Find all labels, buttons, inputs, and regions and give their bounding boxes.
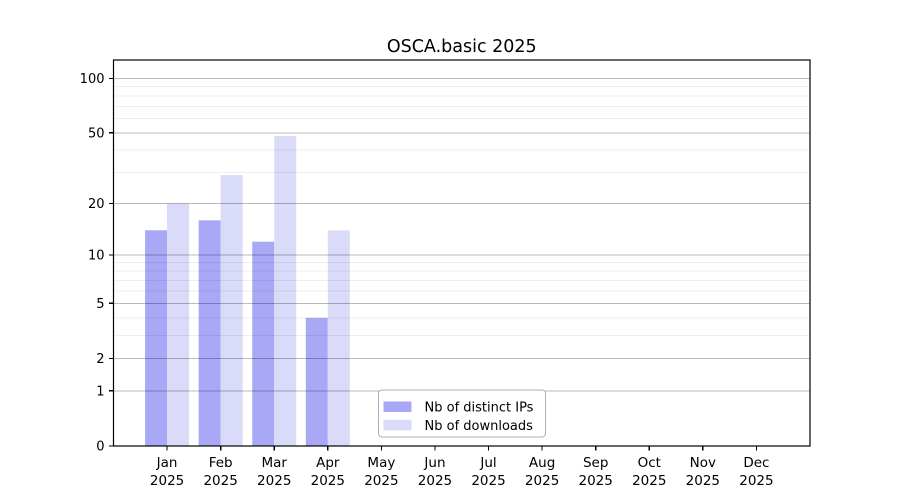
minor-grid-layer [113, 86, 810, 337]
bar-distinct-ips-mar [252, 241, 275, 446]
bar-downloads-jan [167, 203, 190, 446]
x-tick-label: Dec 2025 [739, 455, 773, 489]
x-tick-label: Jul 2025 [471, 455, 505, 489]
chart-title: OSCA.basic 2025 [387, 37, 537, 57]
legend-swatch-downloads [383, 419, 412, 431]
x-tick-label: Feb 2025 [203, 455, 237, 489]
x-tick-label: Nov 2025 [686, 455, 720, 489]
plot-frame [112, 59, 811, 447]
x-tick-label: May 2025 [364, 455, 398, 489]
x-tick-label: Aug 2025 [525, 455, 559, 489]
x-tick-label: Oct 2025 [632, 455, 666, 489]
y-tick-label: 1 [96, 384, 104, 399]
bar-distinct-ips-feb [198, 220, 221, 446]
bar-downloads-feb [220, 175, 243, 446]
tick-labels-layer: 0 1 2 5 10 20 50 100 Jan 2025 Feb 2025 Mar 2025 Apr 202… [80, 72, 774, 489]
x-tick-label: Mar 2025 [257, 455, 291, 489]
y-tick-label: 2 [96, 352, 104, 367]
bar-downloads-apr [327, 230, 350, 446]
legend-label-downloads: Nb of downloads [425, 419, 534, 434]
bar-distinct-ips-apr [305, 317, 328, 446]
ticks-layer [109, 77, 758, 451]
x-tick-label: Apr 2025 [311, 455, 345, 489]
y-tick-label: 5 [96, 297, 104, 312]
legend-swatch-distinct-ips [383, 401, 412, 412]
y-tick-label: 0 [96, 440, 104, 455]
x-tick-label: Jan 2025 [150, 455, 184, 489]
y-tick-label: 100 [80, 72, 105, 87]
y-tick-label: 10 [88, 249, 105, 264]
x-tick-label: Jun 2025 [418, 455, 452, 489]
legend-label-distinct-ips: Nb of distinct IPs [425, 401, 534, 416]
bar-distinct-ips-jan [145, 230, 168, 446]
major-grid-layer [113, 77, 810, 392]
legend: Nb of distinct IPs Nb of downloads [378, 389, 546, 438]
y-tick-label: 50 [88, 126, 105, 141]
bars-layer [145, 136, 350, 446]
legend-box [378, 389, 546, 438]
bar-downloads-mar [274, 136, 297, 446]
frame-layer [112, 59, 811, 447]
y-tick-label: 20 [88, 197, 105, 212]
x-tick-label: Sep 2025 [579, 455, 613, 489]
plot-layers: 0 1 2 5 10 20 50 100 Jan 2025 Feb 2025 Mar 2025 Apr 202… [80, 59, 811, 489]
